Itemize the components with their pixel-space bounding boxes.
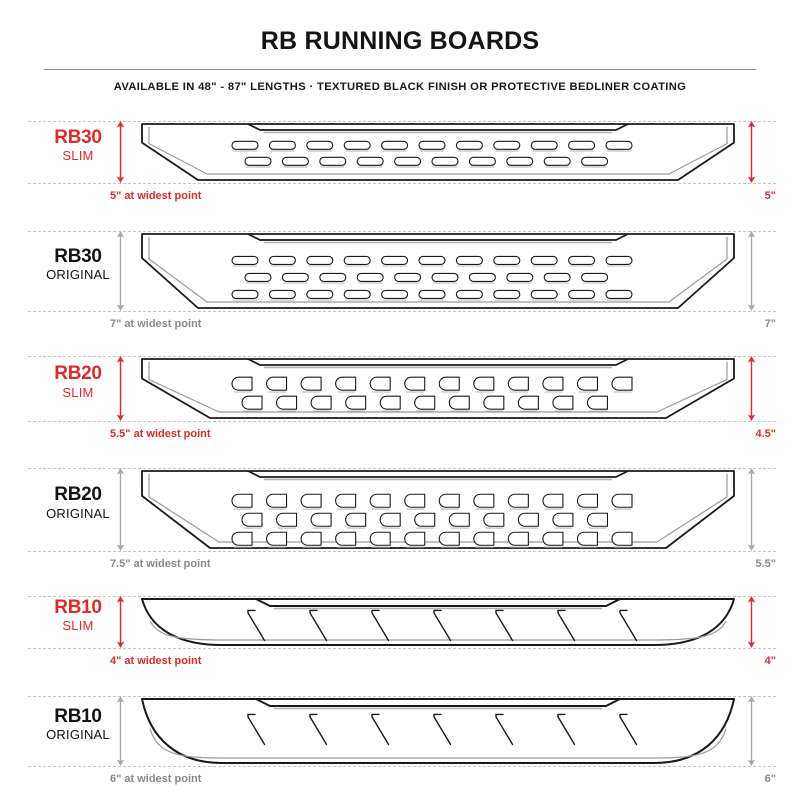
running-board-illustration (136, 696, 740, 766)
guide-line-bottom (28, 420, 776, 422)
model-name: RB30 (54, 245, 102, 267)
model-name: RB20 (54, 484, 102, 505)
model-name: RB10 (54, 705, 102, 727)
model-label: RB30 SLIM (30, 126, 126, 165)
running-board-illustration (136, 231, 740, 311)
height-caption: 5.5" (755, 557, 776, 570)
model-variant: SLIM (62, 384, 94, 400)
running-board-illustration (136, 356, 740, 421)
running-board-illustration (136, 596, 740, 648)
height-dimension-arrow (746, 695, 757, 766)
guide-line-bottom (28, 182, 776, 184)
guide-line-bottom (28, 310, 776, 312)
model-name: RB30 (54, 126, 102, 148)
page-subtitle: AVAILABLE IN 48" - 87" LENGTHS · TEXTURE… (113, 80, 687, 93)
width-caption: 7.5" at widest point (110, 557, 211, 570)
guide-line-top (28, 595, 776, 597)
height-caption: 4.5" (755, 427, 776, 440)
model-name: RB10 (54, 596, 102, 618)
guide-line-top (28, 695, 776, 697)
guide-line-top (28, 355, 776, 357)
guide-line-top (28, 467, 776, 469)
width-caption: 5" at widest point (110, 189, 202, 202)
product-row: RB10 ORIGINAL 6" at widest point 6" (0, 682, 800, 800)
product-row: RB20 ORIGINAL 7.5" at widest point 5.5" (0, 454, 800, 582)
guide-line-bottom (28, 647, 776, 649)
product-rows: RB30 SLIM 5" at widest point 5" (0, 107, 800, 807)
width-caption: 4" at widest point (110, 654, 202, 667)
width-dimension-arrow (115, 467, 126, 551)
height-dimension-arrow (746, 120, 757, 183)
height-dimension-arrow (746, 467, 757, 551)
running-board-illustration (136, 121, 740, 183)
model-variant: SLIM (62, 148, 94, 164)
height-caption: 6" (764, 772, 776, 785)
width-dimension-arrow (115, 120, 126, 183)
width-caption: 5.5" at widest point (110, 427, 211, 440)
width-dimension-arrow (115, 355, 126, 421)
width-dimension-arrow (115, 595, 126, 648)
width-dimension-arrow (115, 230, 126, 311)
page-title: RB RUNNING BOARDS (260, 27, 540, 55)
running-board-illustration (136, 468, 740, 551)
guide-line-bottom (28, 550, 776, 552)
model-variant: SLIM (62, 618, 94, 634)
model-label: RB10 ORIGINAL (30, 705, 126, 744)
model-variant: ORIGINAL (46, 267, 110, 283)
product-row: RB10 SLIM 4" at widest point 4" (0, 582, 800, 682)
height-dimension-arrow (746, 595, 757, 648)
model-name: RB20 (54, 363, 102, 384)
model-variant: ORIGINAL (46, 727, 110, 743)
product-row: RB30 SLIM 5" at widest point 5" (0, 107, 800, 217)
model-label: RB20 SLIM (30, 364, 126, 401)
model-label: RB20 ORIGINAL (30, 485, 126, 522)
width-dimension-arrow (115, 695, 126, 766)
guide-line-bottom (28, 765, 776, 767)
model-variant: ORIGINAL (46, 505, 110, 521)
height-caption: 4" (764, 654, 776, 667)
height-caption: 7" (764, 317, 776, 330)
sheet-header: RB RUNNING BOARDS AVAILABLE IN 48" - 87"… (0, 0, 800, 93)
height-dimension-arrow (746, 230, 757, 311)
height-dimension-arrow (746, 355, 757, 421)
model-label: RB30 ORIGINAL (30, 245, 126, 284)
width-caption: 7" at widest point (110, 317, 202, 330)
product-row: RB30 ORIGINAL 7" at widest point 7" (0, 217, 800, 342)
product-row: RB20 SLIM 5.5" at widest point 4.5" (0, 342, 800, 454)
header-divider (44, 68, 756, 70)
width-caption: 6" at widest point (110, 772, 202, 785)
guide-line-top (28, 230, 776, 232)
model-label: RB10 SLIM (30, 596, 126, 635)
height-caption: 5" (764, 189, 776, 202)
guide-line-top (28, 120, 776, 122)
